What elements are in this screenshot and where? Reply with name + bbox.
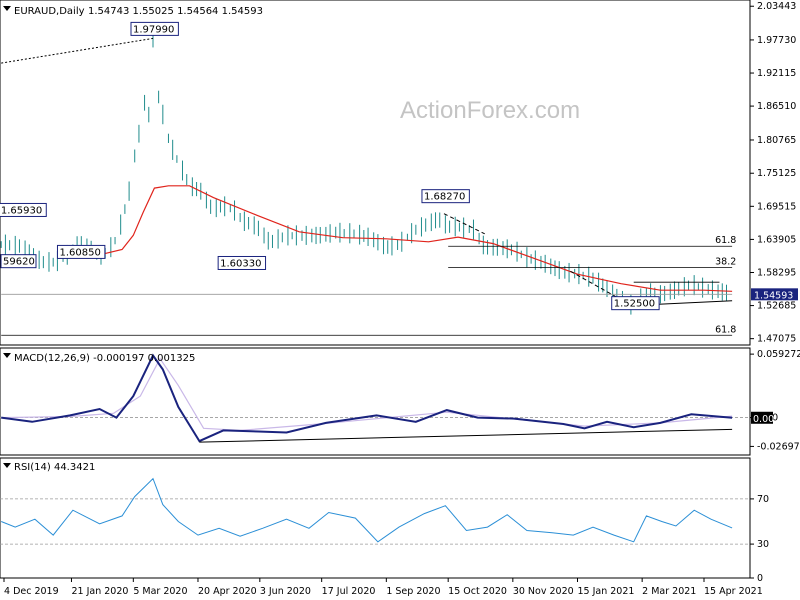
trendline [1, 37, 154, 64]
trendline [443, 213, 485, 235]
date-axis-label: 3 Jun 2020 [260, 586, 311, 597]
macd-signal-line [1, 357, 733, 432]
macd-marker-icon [3, 353, 11, 358]
date-axis-label: 15 Jan 2021 [577, 586, 634, 597]
price-axis-label: 1.92115 [757, 68, 796, 79]
date-axis-label: 5 Mar 2020 [133, 586, 187, 597]
price-annotation-box [130, 21, 179, 36]
rsi-series-group [0, 477, 750, 545]
price-axis-label: 1.75125 [757, 168, 796, 179]
price-annotation-box [611, 296, 660, 311]
price-annotation-label: 1.65930 [1, 205, 42, 216]
header-marker-icon [3, 6, 11, 11]
macd-axis-label: -0.026978 [757, 441, 800, 452]
rsi-panel-frame [0, 457, 751, 579]
price-axis-label: 1.63905 [757, 234, 796, 245]
rsi-axis-label: 30 [757, 539, 769, 550]
date-axis-label: 4 Dec 2019 [4, 586, 59, 597]
axes-group: 2.03443 1.97730 1.92115 1.86510 1.80765 1.751… [3, 1, 800, 597]
price-series-group: 61.8 38.2 61.8 1.97990 1.65930 1.60850 59620 1.… [0, 21, 736, 336]
date-axis-label: 15 Apr 2021 [704, 586, 763, 597]
macd-series-group [0, 353, 750, 443]
price-annotation-box [0, 254, 37, 269]
macd-trendline [199, 428, 733, 443]
moving-average-line [70, 185, 733, 292]
rsi-axis-label: 0 [757, 573, 763, 584]
date-axis-label: 1 Sep 2020 [386, 586, 440, 597]
price-annotation-label: 59620 [3, 257, 35, 268]
date-axis-label: 21 Jan 2020 [71, 586, 128, 597]
rsi-line [1, 477, 733, 543]
macd-title: MACD(12,26,9) -0.000197 0.001325 [14, 353, 195, 364]
price-annotation-box [0, 202, 47, 217]
date-axis-label: 15 Oct 2020 [448, 586, 507, 597]
current-price-label: 1.54593 [754, 290, 793, 301]
date-axis-label: 17 Jul 2020 [322, 586, 376, 597]
price-axis-label: 1.52685 [757, 301, 796, 312]
price-axis-label: 1.69515 [757, 201, 796, 212]
trendline [570, 270, 634, 308]
rsi-axis-label: 70 [757, 494, 769, 505]
current-price-tag [751, 288, 798, 301]
price-annotation-box [56, 244, 106, 259]
rsi-title: RSI(14) 44.3421 [14, 462, 95, 473]
date-axis-label: 20 Apr 2020 [198, 586, 257, 597]
fib-level-label: 61.8 [715, 235, 736, 246]
rsi-marker-icon [3, 463, 11, 468]
instrument-title: EURAUD,Daily [14, 6, 85, 17]
macd-panel-frame [0, 347, 751, 456]
price-panel-frame [0, 0, 751, 346]
price-axis-label: 1.97730 [757, 35, 796, 46]
price-axis-label: 2.03443 [757, 1, 796, 12]
price-annotation-box [421, 189, 470, 204]
date-axis-label: 2 Mar 2021 [642, 586, 696, 597]
price-annotation-label: 1.68270 [424, 192, 465, 203]
ohlc-header: 1.54743 1.55025 1.54564 1.54593 [88, 6, 263, 17]
price-annotation-label: 1.52500 [614, 299, 655, 310]
fib-level-label: 61.8 [715, 324, 736, 335]
price-axis-label: 1.86510 [757, 101, 796, 112]
macd-axis-label: 0.059272 [757, 349, 800, 360]
price-axis-label: 1.47075 [757, 334, 796, 345]
current-macd-tag [751, 411, 773, 424]
current-macd-label: 0.00 [753, 414, 774, 425]
date-axis-label: 30 Nov 2020 [513, 586, 574, 597]
price-annotation-label: 1.97990 [133, 24, 174, 35]
price-annotation-label: 1.60850 [59, 247, 100, 258]
price-axis-label: 1.58295 [757, 267, 796, 278]
macd-line [1, 353, 733, 443]
price-annotation-box [217, 255, 267, 270]
watermark: ActionForex.com [400, 97, 580, 124]
fib-level-label: 38.2 [715, 257, 736, 268]
price-axis-label: 1.80765 [757, 135, 796, 146]
price-annotation-label: 1.60330 [220, 258, 261, 269]
